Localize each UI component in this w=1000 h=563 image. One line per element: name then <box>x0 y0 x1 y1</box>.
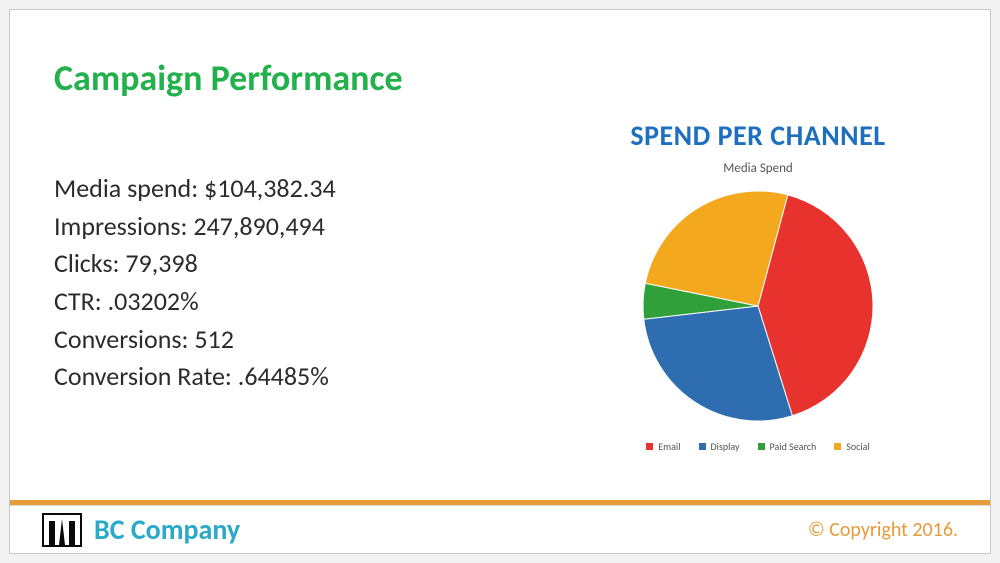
page-title: Campaign Performance <box>54 56 403 100</box>
footer: BC Company © Copyright 2016. <box>10 505 990 553</box>
legend-label: Paid Search <box>770 440 817 453</box>
chart-title: SPEND PER CHANNEL <box>548 118 968 153</box>
legend-label: Email <box>658 440 680 453</box>
chart-region: SPEND PER CHANNEL Media Spend Email Displ… <box>548 118 968 453</box>
company-name: BC Company <box>94 512 240 547</box>
chart-legend: Email Display Paid Search Social <box>646 440 870 453</box>
metric-conversion-rate: Conversion Rate: .64485% <box>54 358 494 396</box>
metrics-list: Media spend: $104,382.34 Impressions: 24… <box>54 170 494 396</box>
chart-subtitle: Media Spend <box>548 161 968 176</box>
legend-item-display: Display <box>699 440 740 453</box>
legend-swatch <box>699 443 706 450</box>
legend-item-email: Email <box>646 440 680 453</box>
metric-impressions: Impressions: 247,890,494 <box>54 208 494 246</box>
pie-chart: Email Display Paid Search Social <box>548 186 968 453</box>
legend-item-social: Social <box>834 440 869 453</box>
slide-canvas: Campaign Performance Media spend: $104,3… <box>9 9 991 554</box>
metric-ctr: CTR: .03202% <box>54 283 494 321</box>
legend-label: Social <box>846 440 869 453</box>
legend-label: Display <box>711 440 740 453</box>
company-logo-icon <box>42 513 82 547</box>
footer-left: BC Company <box>42 512 240 547</box>
legend-swatch <box>834 443 841 450</box>
pie-svg <box>638 186 878 426</box>
metric-media-spend: Media spend: $104,382.34 <box>54 170 494 208</box>
legend-item-paid-search: Paid Search <box>758 440 817 453</box>
legend-swatch <box>646 443 653 450</box>
copyright-text: © Copyright 2016. <box>808 518 958 542</box>
metric-clicks: Clicks: 79,398 <box>54 245 494 283</box>
legend-swatch <box>758 443 765 450</box>
metric-conversions: Conversions: 512 <box>54 321 494 359</box>
slide: Campaign Performance Media spend: $104,3… <box>0 0 1000 563</box>
